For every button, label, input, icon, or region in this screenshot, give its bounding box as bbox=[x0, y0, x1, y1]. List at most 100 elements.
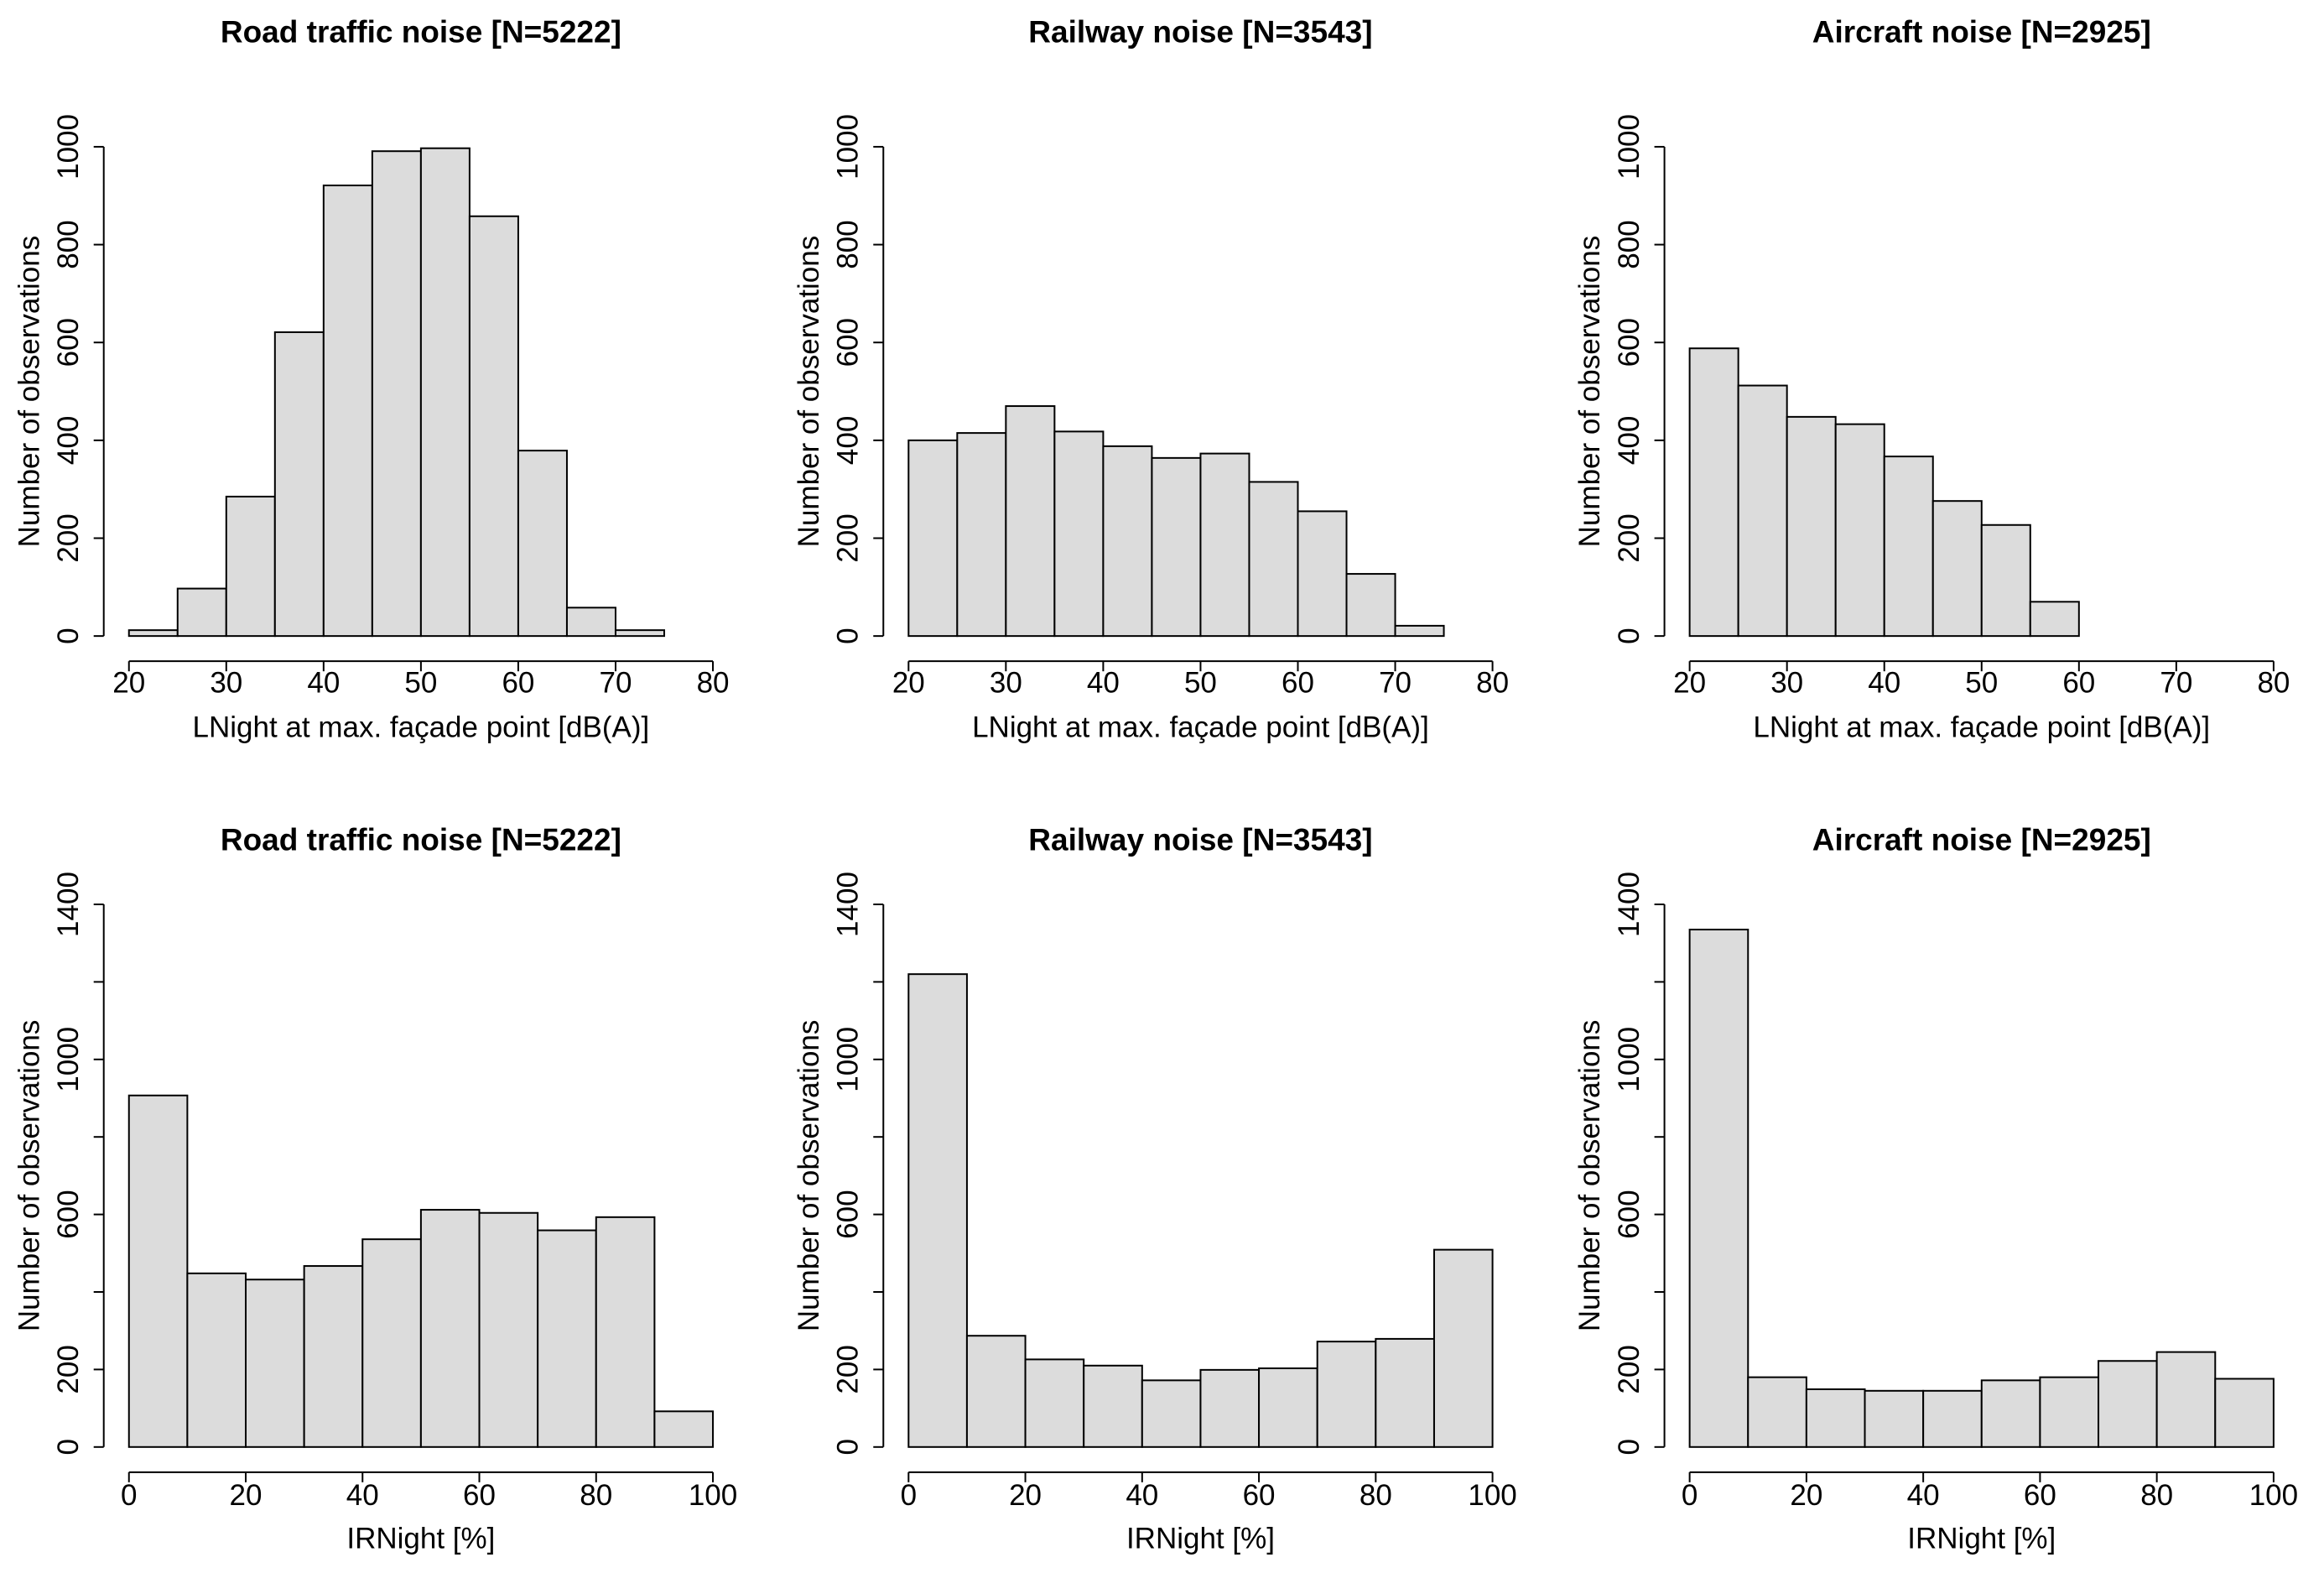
x-tick-label: 60 bbox=[463, 1479, 496, 1512]
y-tick-label: 200 bbox=[52, 1345, 85, 1393]
y-tick-label: 1000 bbox=[1613, 1027, 1646, 1092]
y-tick-label: 600 bbox=[832, 1190, 865, 1238]
histogram-bar bbox=[1805, 1388, 1866, 1448]
x-tick-label: 0 bbox=[901, 1479, 917, 1512]
histogram-bar bbox=[2098, 1360, 2158, 1448]
histogram-bar bbox=[1688, 929, 1749, 1448]
y-tick-label: 200 bbox=[1613, 1345, 1646, 1393]
histogram-bar bbox=[1980, 523, 2031, 638]
y-tick-label: 1400 bbox=[52, 872, 85, 937]
x-axis-label: IRNight [%] bbox=[1126, 1522, 1275, 1555]
y-tick-label: 0 bbox=[832, 1439, 865, 1455]
y-tick-label: 200 bbox=[832, 1345, 865, 1393]
histogram-bar bbox=[956, 432, 1007, 638]
y-tick-label: 600 bbox=[1613, 1190, 1646, 1238]
x-tick-label: 80 bbox=[2140, 1479, 2173, 1512]
x-tick-label: 60 bbox=[2024, 1479, 2056, 1512]
x-tick-label: 0 bbox=[1682, 1479, 1698, 1512]
x-tick-label: 80 bbox=[580, 1479, 612, 1512]
x-tick-label: 50 bbox=[404, 667, 437, 700]
histogram-bar bbox=[1297, 510, 1348, 638]
histogram-bar bbox=[1980, 1379, 2041, 1448]
x-tick-label: 70 bbox=[600, 667, 632, 700]
histogram-bar bbox=[1151, 456, 1202, 638]
x-tick-label: 60 bbox=[1282, 667, 1314, 700]
x-axis-label: LNight at max. façade point [dB(A)] bbox=[1753, 711, 2210, 744]
y-tick-label: 0 bbox=[52, 1439, 85, 1455]
histogram-bar bbox=[1786, 415, 1837, 638]
histogram-bar bbox=[2039, 1376, 2100, 1448]
histogram-bar bbox=[361, 1238, 422, 1448]
histogram-bar bbox=[1834, 423, 1885, 638]
histogram-bar bbox=[537, 1229, 597, 1448]
y-axis-label: Number of observations bbox=[793, 1020, 825, 1332]
x-tick-label: 80 bbox=[2257, 667, 2290, 700]
x-tick-label: 40 bbox=[1087, 667, 1120, 700]
x-tick-label: 30 bbox=[210, 667, 242, 700]
x-tick-label: 50 bbox=[1965, 667, 1998, 700]
y-tick-label: 0 bbox=[1613, 1439, 1646, 1455]
histogram-bar bbox=[225, 495, 276, 638]
y-tick-label: 800 bbox=[832, 220, 865, 268]
y-tick-label: 1000 bbox=[52, 1027, 85, 1092]
histogram-bar bbox=[1199, 1368, 1261, 1448]
histogram-bar bbox=[1258, 1367, 1318, 1448]
x-tick-label: 80 bbox=[1476, 667, 1509, 700]
x-tick-label: 100 bbox=[2249, 1479, 2298, 1512]
y-tick-label: 400 bbox=[52, 416, 85, 465]
histogram-bar bbox=[653, 1410, 715, 1448]
y-tick-label: 0 bbox=[832, 628, 865, 643]
histogram-bar bbox=[1024, 1358, 1085, 1448]
histogram-bar bbox=[1102, 445, 1153, 638]
y-tick-label: 1400 bbox=[832, 872, 865, 937]
x-tick-label: 40 bbox=[307, 667, 340, 700]
histogram-bar bbox=[1394, 624, 1445, 638]
y-axis-label: Number of observations bbox=[13, 1020, 45, 1332]
histogram-bar bbox=[1747, 1376, 1807, 1448]
y-tick-label: 400 bbox=[832, 416, 865, 465]
histogram-bar bbox=[517, 450, 568, 638]
histogram-bar bbox=[1345, 573, 1396, 638]
histogram-bar bbox=[303, 1265, 364, 1448]
histogram-bar bbox=[127, 629, 179, 638]
y-tick-label: 400 bbox=[1613, 416, 1646, 465]
histogram-bar bbox=[245, 1279, 305, 1448]
histogram-bar bbox=[127, 1094, 189, 1448]
x-axis-label: LNight at max. façade point [dB(A)] bbox=[193, 711, 650, 744]
histogram-bar bbox=[322, 185, 373, 638]
x-tick-label: 60 bbox=[2062, 667, 2095, 700]
x-tick-label: 40 bbox=[346, 1479, 379, 1512]
y-tick-label: 600 bbox=[1613, 318, 1646, 367]
y-axis-label: Number of observations bbox=[793, 236, 825, 548]
histogram-bar bbox=[419, 1209, 481, 1448]
histogram-bar bbox=[907, 973, 968, 1448]
x-tick-label: 80 bbox=[697, 667, 730, 700]
x-tick-label: 70 bbox=[2160, 667, 2192, 700]
histogram-bar bbox=[1883, 456, 1934, 638]
histogram-bar bbox=[1922, 1389, 1983, 1448]
histogram-bar bbox=[1688, 347, 1739, 638]
histogram-bar bbox=[273, 331, 325, 638]
histogram-bar bbox=[1005, 405, 1056, 638]
x-axis-label: LNight at max. façade point [dB(A)] bbox=[972, 711, 1429, 744]
y-tick-label: 1000 bbox=[52, 114, 85, 180]
x-tick-label: 20 bbox=[1009, 1479, 1042, 1512]
x-tick-label: 0 bbox=[121, 1479, 137, 1512]
histogram-bar bbox=[419, 147, 471, 638]
x-tick-label: 50 bbox=[1184, 667, 1217, 700]
histogram-bar bbox=[2214, 1378, 2275, 1448]
y-tick-label: 0 bbox=[1613, 628, 1646, 643]
x-axis-label: IRNight [%] bbox=[1907, 1522, 2056, 1555]
y-tick-label: 1000 bbox=[832, 1027, 865, 1092]
histogram-bar bbox=[176, 587, 227, 638]
histogram-bar bbox=[565, 607, 616, 638]
y-tick-label: 600 bbox=[52, 1190, 85, 1238]
y-tick-label: 0 bbox=[52, 628, 85, 643]
x-tick-label: 100 bbox=[1468, 1479, 1516, 1512]
chart-title: Road traffic noise [N=5222] bbox=[221, 14, 621, 49]
x-tick-label: 20 bbox=[112, 667, 145, 700]
x-axis-label: IRNight [%] bbox=[346, 1522, 495, 1555]
histogram-bar bbox=[478, 1211, 539, 1448]
histogram-bar bbox=[468, 215, 519, 638]
